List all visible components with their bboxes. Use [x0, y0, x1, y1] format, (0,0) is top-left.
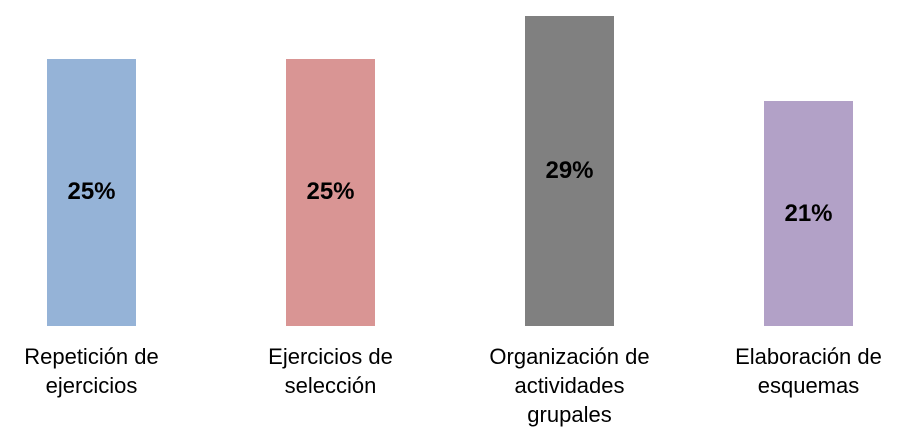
bar	[764, 101, 853, 326]
value-label: 21%	[784, 199, 833, 227]
value-label: 29%	[545, 156, 594, 184]
bar	[47, 58, 136, 326]
category-label: Organización de actividades grupales	[489, 344, 650, 427]
bar	[525, 15, 614, 326]
bar	[286, 58, 375, 326]
category-label: Elaboración de esquemas	[735, 344, 882, 398]
category-label: Repetición de ejercicios	[24, 344, 159, 398]
value-label: 25%	[67, 178, 116, 206]
value-label: 25%	[306, 178, 355, 206]
category-label: Ejercicios de selección	[268, 344, 393, 398]
